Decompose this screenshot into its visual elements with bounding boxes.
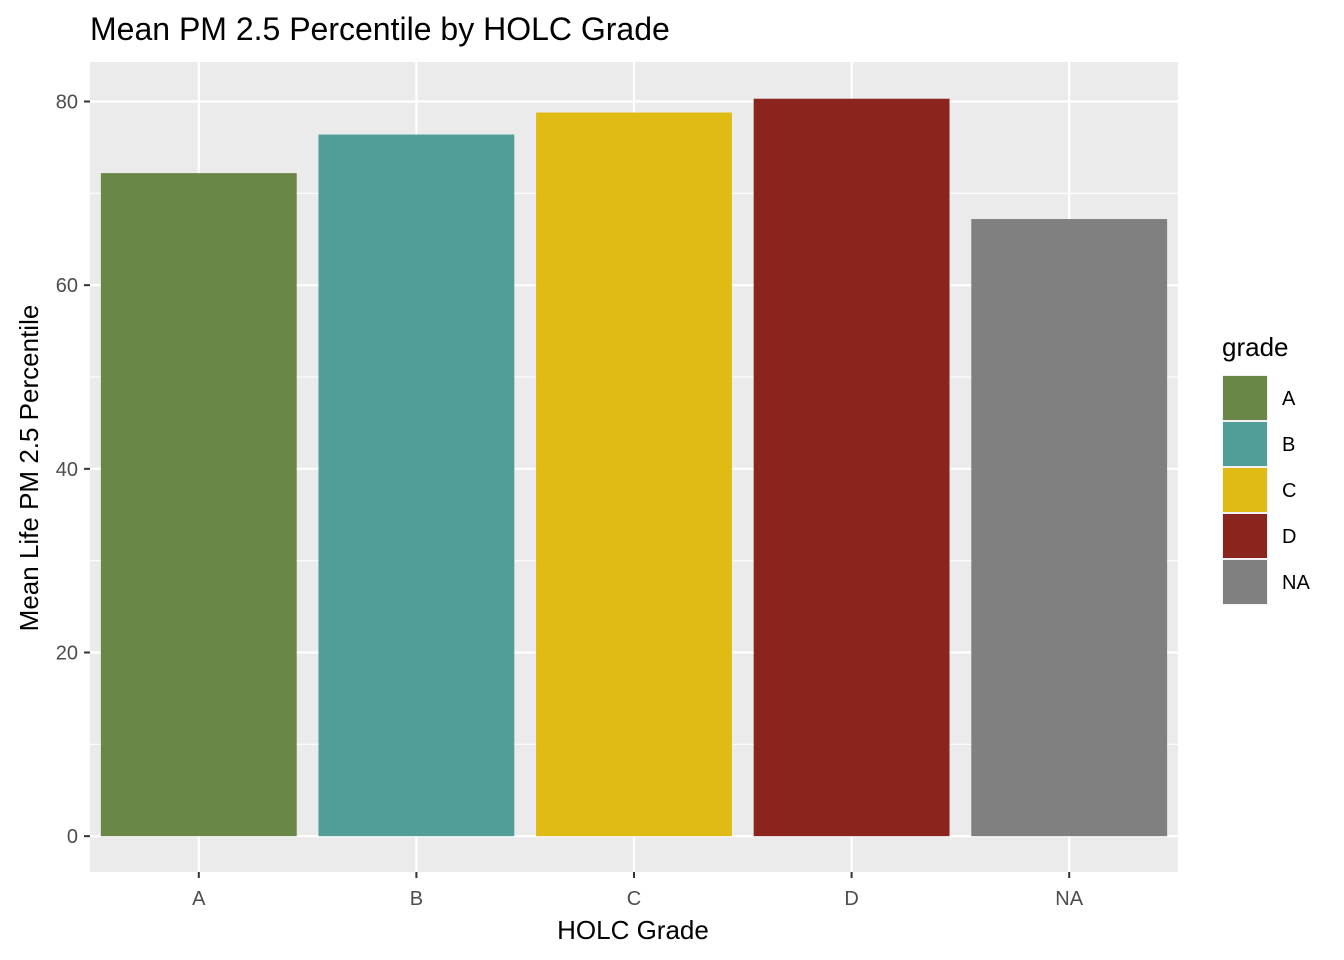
bar-a xyxy=(100,173,297,837)
y-tick-label: 0 xyxy=(67,826,78,848)
legend-title: grade xyxy=(1222,332,1289,362)
bar-na xyxy=(971,219,1168,837)
x-axis-title: HOLC Grade xyxy=(557,915,709,945)
chart-title: Mean PM 2.5 Percentile by HOLC Grade xyxy=(90,11,670,47)
y-axis: 0 20 40 60 80 xyxy=(56,91,90,848)
x-tick-label: C xyxy=(627,888,641,910)
bar-d xyxy=(753,98,950,837)
legend-keys: A B C D NA xyxy=(1222,375,1310,605)
legend-swatch-a xyxy=(1223,376,1267,420)
x-axis: A B C D NA xyxy=(192,872,1084,910)
legend-label: A xyxy=(1282,388,1296,410)
y-tick-label: 20 xyxy=(56,643,78,665)
legend-label: D xyxy=(1282,526,1296,548)
bar-b xyxy=(318,134,515,837)
x-tick-label: B xyxy=(410,888,423,910)
legend-swatch-b xyxy=(1223,422,1267,466)
legend-swatch-c xyxy=(1223,468,1267,512)
y-tick-label: 80 xyxy=(56,91,78,113)
bar-c xyxy=(536,112,732,837)
legend-label: B xyxy=(1282,434,1295,456)
x-tick-label: NA xyxy=(1055,888,1083,910)
legend: grade A B C D NA xyxy=(1222,332,1310,605)
bars xyxy=(100,98,1168,837)
x-tick-label: D xyxy=(844,888,858,910)
y-axis-title: Mean Life PM 2.5 Percentile xyxy=(14,305,44,632)
y-tick-label: 60 xyxy=(56,275,78,297)
legend-label: C xyxy=(1282,480,1296,502)
y-tick-label: 40 xyxy=(56,459,78,481)
legend-swatch-d xyxy=(1223,514,1267,558)
x-tick-label: A xyxy=(192,888,206,910)
legend-label: NA xyxy=(1282,572,1310,594)
legend-swatch-na xyxy=(1223,560,1267,604)
